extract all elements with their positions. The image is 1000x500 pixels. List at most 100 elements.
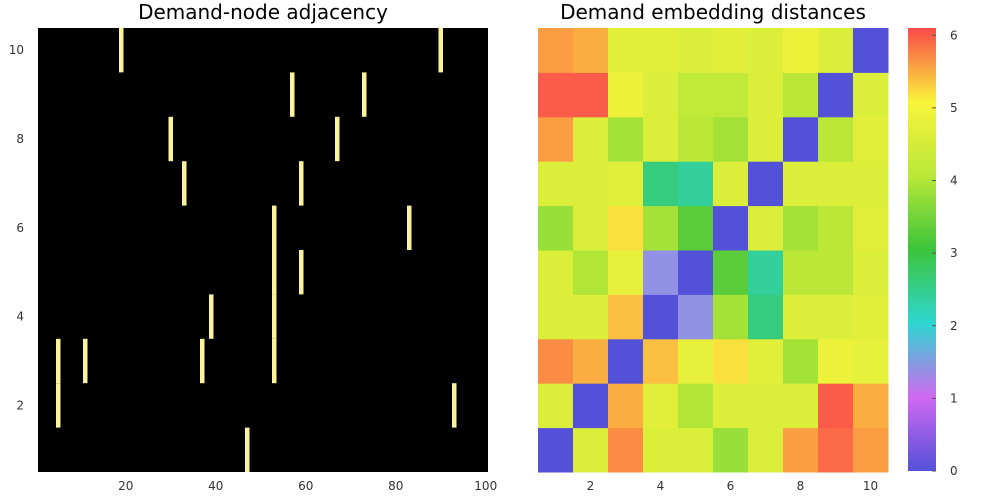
distance-cell [853,383,889,429]
distance-cell [783,72,819,118]
distance-cell [573,116,609,162]
distance-cell [573,28,609,73]
adjacency-mark [272,205,277,250]
distance-cell [608,338,644,384]
distance-cell [818,294,854,340]
adjacency-y-tick-label: 4 [16,310,24,324]
adjacency-mark [83,338,88,384]
distance-cell [818,205,854,251]
distance-cell [608,383,644,429]
distance-cell [853,28,889,73]
colorbar-tick-label: 5 [950,101,958,115]
adjacency-mark [362,72,367,117]
distance-cell [748,161,784,207]
distance-cell [853,161,889,207]
adjacency-mark [182,161,187,206]
distance-cell [783,250,819,295]
distance-cell [748,294,784,340]
distance-cell [608,294,644,340]
distance-x-tick-label: 2 [587,479,595,493]
distance-cell [713,205,749,251]
distance-cell [783,161,819,207]
distance-cell [608,72,644,118]
distance-cell [713,28,749,73]
distance-cell [573,72,609,118]
distance-cell [853,116,889,162]
distance-cell [643,250,679,295]
distance-cell [713,294,749,340]
distance-cell [818,250,854,295]
distance-cell [853,205,889,251]
distance-x-tick-label: 4 [657,479,665,493]
distance-cell [748,250,784,295]
adjacency-mark [438,28,443,73]
distance-cell [713,72,749,118]
distance-cell [538,427,574,473]
distance-cell [713,427,749,473]
adjacency-mark [272,338,277,384]
distance-cell [678,427,714,473]
distance-cell [748,72,784,118]
distance-cell [643,294,679,340]
distance-cell [538,250,574,295]
distance-cell [713,383,749,429]
colorbar-gradient [908,28,936,471]
distance-cell [818,28,854,73]
distance-cells [538,28,889,473]
distance-cell [853,250,889,295]
distance-cell [783,427,819,473]
distance-cell [573,161,609,207]
distance-cell [853,72,889,118]
adjacency-title: Demand-node adjacency [138,0,388,24]
distance-cell [573,427,609,473]
distance-cell [783,28,819,73]
distance-cell [783,338,819,384]
distance-cell [783,294,819,340]
distance-cell [573,338,609,384]
distance-cell [748,116,784,162]
adjacency-mark [56,383,61,428]
distance-cell [748,205,784,251]
distance-cell [608,205,644,251]
distance-cell [678,250,714,295]
distance-cell [678,294,714,340]
adjacency-mark [209,294,214,339]
distance-cell [643,28,679,73]
adjacency-y-tick-label: 6 [16,221,24,235]
distance-cell [783,205,819,251]
adjacency-mark [245,427,250,472]
distance-x-tick-label: 8 [797,479,805,493]
distance-x-tick-label: 10 [863,479,878,493]
distance-cell [678,116,714,162]
adjacency-mark [56,338,61,384]
adjacency-plot-background [38,28,488,472]
distance-cell [573,250,609,295]
distance-cell [783,116,819,162]
distance-cell [538,116,574,162]
distance-cell [573,205,609,251]
distance-cell [818,338,854,384]
adjacency-mark [290,72,295,117]
colorbar: 0 1 2 3 4 5 6 [908,28,958,478]
distance-cell [643,161,679,207]
colorbar-tick-label: 4 [950,174,958,188]
distance-cell [748,28,784,73]
distance-cell [713,161,749,207]
distance-cell [573,294,609,340]
distance-cell [643,205,679,251]
colorbar-ticks: 0 1 2 3 4 5 6 [932,28,958,478]
adjacency-mark [407,205,412,250]
adjacency-y-tick-label: 10 [9,43,24,57]
distance-cell [713,116,749,162]
distance-cell [538,28,574,73]
adjacency-y-ticks: 2 4 6 8 10 [9,43,24,412]
distance-cell [713,250,749,295]
adjacency-panel: Demand-node adjacency 20 40 60 80 100 2 4 6 8 10 [9,0,497,493]
adjacency-marks [56,28,457,472]
adjacency-mark [272,250,277,295]
distance-cell [538,161,574,207]
distance-cell [818,427,854,473]
distance-cell [608,116,644,162]
distance-cell [608,250,644,295]
